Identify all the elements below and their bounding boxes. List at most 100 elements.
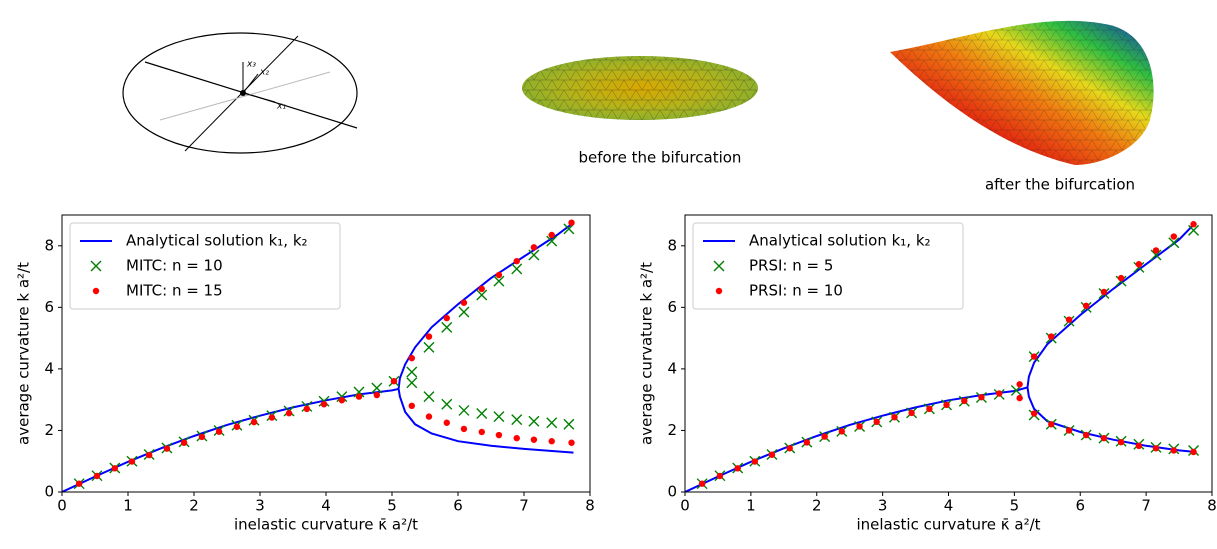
x-tick-label: 4 xyxy=(944,497,954,515)
axis-label: x₃ xyxy=(246,60,256,70)
y-tick-label: 6 xyxy=(44,298,54,316)
dot-marker xyxy=(355,393,363,400)
flat-mesh: before the bifurcation xyxy=(522,56,758,167)
dot-marker xyxy=(1016,394,1023,402)
dot-marker xyxy=(373,391,381,399)
caption: after the bifurcation xyxy=(985,176,1135,194)
x-tick-label: 1 xyxy=(746,497,756,515)
dot-marker xyxy=(320,401,328,408)
dot-marker xyxy=(180,439,188,446)
chart: 0 1 2 3 4 5 6 7 8 0 2 4 6 8 inelastic curvature κ̄ a²/… xyxy=(638,214,1217,534)
dot-marker xyxy=(268,414,276,421)
legend-box xyxy=(692,222,964,310)
x-tick-label: 8 xyxy=(1207,497,1217,515)
y-tick-label: 0 xyxy=(667,483,677,501)
cross-marker xyxy=(1168,237,1180,249)
dot-marker xyxy=(425,413,433,420)
dot-marker xyxy=(285,410,293,417)
y-tick-label: 4 xyxy=(667,359,677,377)
x-tick-label: 4 xyxy=(321,497,331,515)
cross-marker xyxy=(441,398,453,410)
dot-marker xyxy=(390,378,398,385)
x-tick-label: 7 xyxy=(1141,497,1151,515)
cross-marker xyxy=(476,289,488,301)
bent-mesh: after the bifurcation xyxy=(890,20,1154,194)
x-tick-label: 0 xyxy=(57,497,67,515)
x-tick-label: 6 xyxy=(1075,497,1085,515)
dot-marker xyxy=(1117,438,1125,446)
dot-marker xyxy=(250,418,258,426)
cross-marker xyxy=(406,377,418,389)
legend: Analytical solution k₁, k₂ PRSI: n = 5 PRS… xyxy=(692,222,964,310)
cross-marker xyxy=(353,386,365,398)
y-tick-label: 8 xyxy=(44,236,54,254)
cross-marker xyxy=(336,391,348,403)
dot-marker xyxy=(1030,410,1038,417)
cross-marker xyxy=(423,341,435,353)
dot-marker xyxy=(568,439,575,446)
cross-marker xyxy=(528,249,540,261)
dot-marker xyxy=(128,458,136,465)
cross-marker xyxy=(546,235,558,247)
dot-marker xyxy=(163,445,171,452)
cross-marker xyxy=(528,415,540,427)
dot-marker xyxy=(460,299,468,306)
y-tick-label: 0 xyxy=(44,483,54,501)
dot-marker xyxy=(1135,261,1143,268)
cross-marker xyxy=(563,418,575,430)
cross-marker xyxy=(493,275,505,287)
dot-marker xyxy=(478,428,485,436)
dot-marker xyxy=(303,405,311,413)
x-axis-label: inelastic curvature κ̄ a²/t xyxy=(856,516,1040,534)
legend-marker xyxy=(713,260,725,272)
x-tick-label: 2 xyxy=(812,497,822,515)
dot-marker xyxy=(548,231,555,239)
dot-marker xyxy=(734,465,741,472)
frame xyxy=(684,214,1213,493)
dot-marker xyxy=(1048,333,1055,340)
dot-marker xyxy=(1100,288,1108,296)
dot-marker xyxy=(891,414,898,421)
y-axis-label: average curvature k a²/t xyxy=(15,262,33,445)
dot-marker xyxy=(1170,447,1177,454)
y-axis-label: average curvature k a²/t xyxy=(638,262,656,445)
dot-marker xyxy=(803,439,811,446)
cross-marker xyxy=(511,263,523,275)
dot-marker xyxy=(495,431,503,439)
dot-marker xyxy=(408,354,415,362)
dot-marker xyxy=(1117,274,1125,282)
dot-marker xyxy=(1170,233,1177,240)
cross-marker xyxy=(441,321,453,333)
x-tick-label: 5 xyxy=(1010,497,1020,515)
dot-marker xyxy=(996,390,1003,397)
legend: Analytical solution k₁, k₂ MITC: n = 10 MI… xyxy=(69,222,341,310)
dot-marker xyxy=(530,436,538,443)
caption: before the bifurcation xyxy=(579,149,742,167)
legend-label: MITC: n = 15 xyxy=(126,282,223,300)
dot-marker xyxy=(943,401,950,409)
dot-marker xyxy=(198,433,206,441)
dot-marker xyxy=(926,405,933,413)
dot-marker xyxy=(338,397,346,404)
dot-marker xyxy=(961,397,968,405)
cross-marker xyxy=(406,366,418,378)
x-axis-label: inelastic curvature κ̄ a²/t xyxy=(234,516,418,534)
x-tick-label: 0 xyxy=(680,497,690,515)
legend-label: PRSI: n = 10 xyxy=(749,282,843,300)
plot-area xyxy=(62,219,575,492)
dot-marker xyxy=(530,244,538,251)
dot-marker xyxy=(513,257,520,265)
dot-marker xyxy=(1135,442,1143,450)
dot-marker xyxy=(568,219,575,226)
dot-marker xyxy=(495,271,503,279)
legend-label: Analytical solution k₁, k₂ xyxy=(126,232,308,250)
dot-marker xyxy=(145,451,153,459)
cross-marker xyxy=(493,411,505,423)
axis-label: x₂ xyxy=(259,68,269,78)
y-tick-label: 2 xyxy=(667,421,677,439)
dot-marker xyxy=(838,428,845,435)
cross-marker xyxy=(511,414,523,426)
dot-marker xyxy=(1082,431,1090,439)
dot-marker xyxy=(1190,448,1197,456)
